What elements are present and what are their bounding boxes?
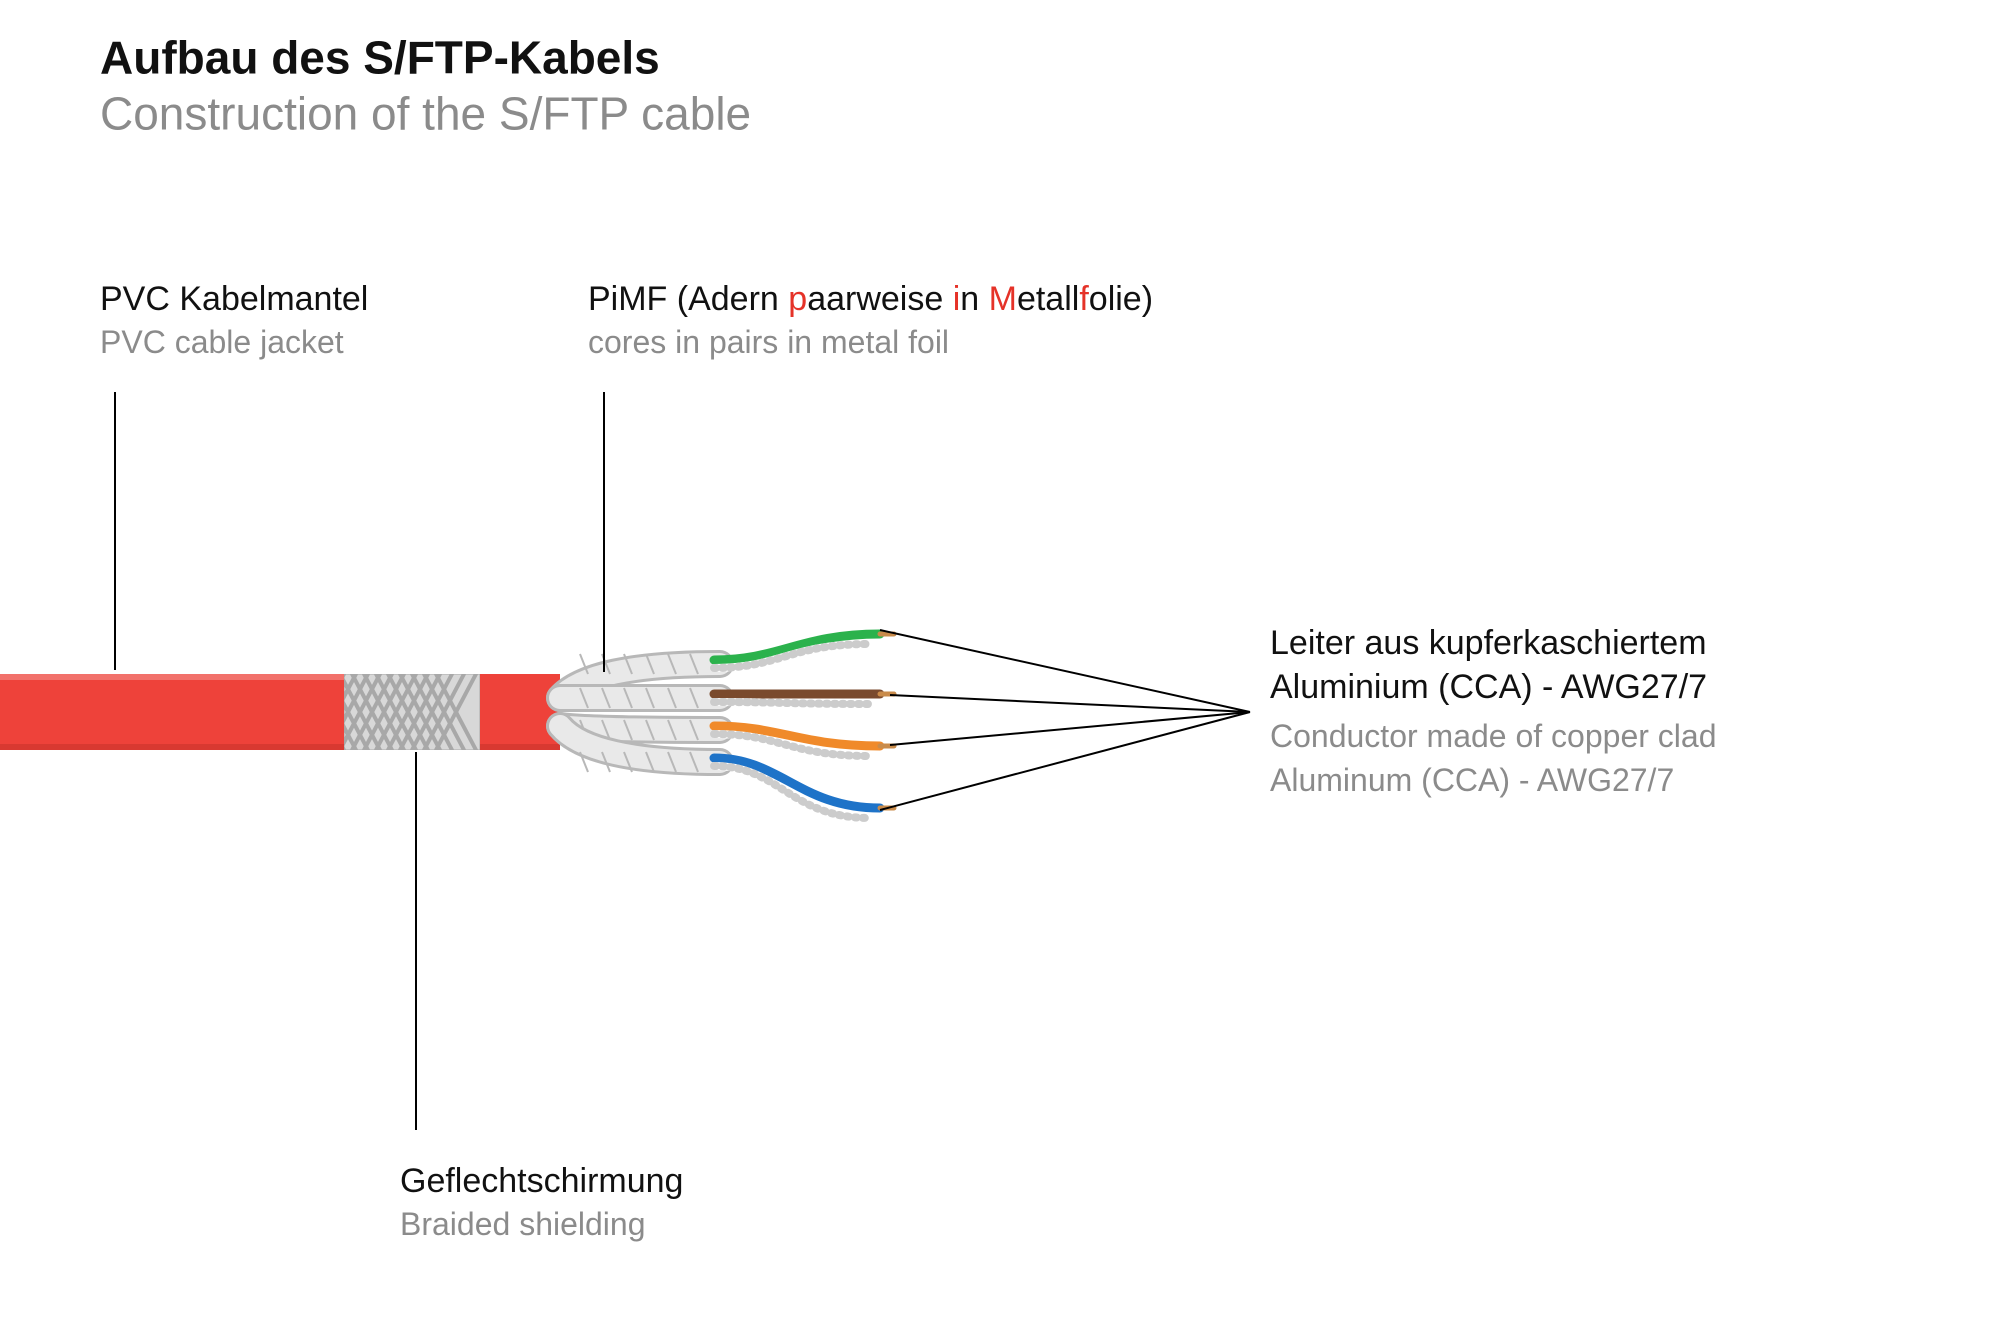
cable-diagram — [0, 634, 894, 818]
label-jacket-de: PVC Kabelmantel — [100, 280, 368, 318]
leader-conductor-2 — [890, 712, 1250, 745]
label-braid-de: Geflechtschirmung — [400, 1162, 683, 1200]
leader-conductor-1 — [890, 695, 1250, 712]
title-de: Aufbau des S/FTP-Kabels — [100, 32, 660, 84]
label-braid-en: Braided shielding — [400, 1206, 646, 1242]
label-pimf-de: PiMF (Adern paarweise in Metallfolie) — [588, 280, 1153, 318]
title-en: Construction of the S/FTP cable — [100, 88, 751, 140]
label-conductor-de-1: Aluminium (CCA) - AWG27/7 — [1270, 668, 1707, 706]
leader-conductor-0 — [880, 630, 1250, 712]
label-conductor-en-1: Aluminum (CCA) - AWG27/7 — [1270, 762, 1674, 798]
pair-foil — [560, 688, 720, 708]
label-jacket-en: PVC cable jacket — [100, 324, 344, 360]
label-conductor-de-0: Leiter aus kupferkaschiertem — [1270, 624, 1707, 662]
label-pimf-en: cores in pairs in metal foil — [588, 324, 949, 360]
cable-jacket-inner — [480, 674, 560, 750]
label-conductor-en-0: Conductor made of copper clad — [1270, 718, 1716, 754]
cable-jacket — [0, 674, 344, 750]
leader-conductor-3 — [880, 712, 1250, 810]
